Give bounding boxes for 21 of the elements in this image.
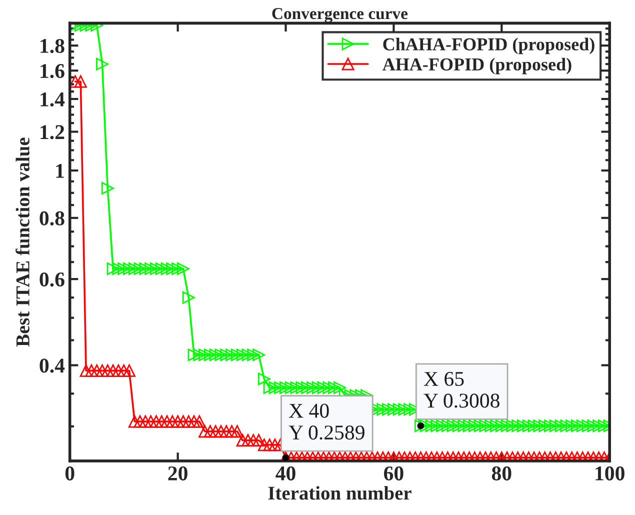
legend-label: ChAHA-FOPID (proposed) — [383, 38, 594, 54]
y-tick-label: 1.4 — [40, 92, 65, 107]
y-tick-label: 1 — [56, 164, 64, 178]
y-tick-label: 1.2 — [40, 125, 64, 140]
y-tick-label: 0.6 — [40, 272, 64, 287]
x-tick-label: 100 — [596, 466, 624, 480]
y-tick-label: 0.8 — [40, 211, 64, 226]
annotation: X 65 Y 0.3008 — [424, 372, 500, 408]
chart-title: Convergence curve — [272, 8, 408, 23]
x-tick-label: 40 — [276, 466, 296, 480]
x-tick-label: 80 — [492, 466, 512, 480]
legend-label: AHA-FOPID (proposed) — [382, 58, 572, 74]
y-tick-label: 0.4 — [40, 358, 65, 373]
x-tick-label: 60 — [384, 466, 404, 480]
x-tick-label: 20 — [168, 466, 188, 480]
x-tick-label: 0 — [65, 466, 74, 480]
annotation: X 40 Y 0.2589 — [288, 404, 364, 440]
y-tick-label: 1.6 — [40, 64, 64, 78]
y-tick-label: 1.8 — [40, 38, 64, 54]
x-axis-title: Iteration number — [268, 486, 412, 500]
y-axis-title: Best ITAE function value — [16, 138, 30, 347]
